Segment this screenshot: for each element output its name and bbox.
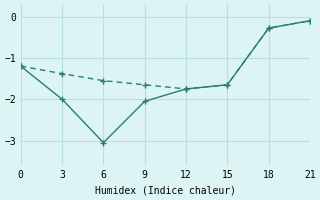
X-axis label: Humidex (Indice chaleur): Humidex (Indice chaleur) [95, 186, 236, 196]
